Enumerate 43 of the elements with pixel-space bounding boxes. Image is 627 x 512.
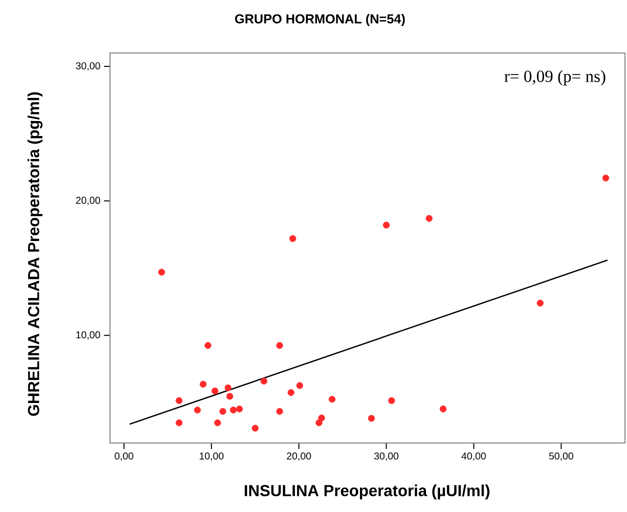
point (440, 406, 447, 412)
point (288, 389, 294, 396)
point (260, 378, 268, 385)
point (318, 414, 325, 422)
point (388, 397, 395, 404)
x-tick-label: 20,00 (286, 452, 311, 461)
y-tick-label: 20,00 (76, 196, 100, 206)
point (176, 419, 182, 426)
point (276, 342, 284, 349)
x-tick-label: 50,00 (549, 452, 574, 461)
point (224, 384, 232, 392)
x-axis-title: INSULINA Preoperatoria (µUI/ml) (244, 484, 490, 500)
y-axis-title: GHRELINA ACILADA Preoperatoria (pg/ml) (28, 92, 42, 416)
point (602, 174, 610, 182)
x-tick-label: 30,00 (374, 452, 398, 461)
point (382, 222, 390, 229)
point (200, 380, 207, 388)
point (212, 388, 218, 394)
point (426, 215, 433, 222)
point (219, 408, 226, 415)
x-tick-label: 10,00 (200, 452, 224, 461)
point (230, 406, 237, 414)
annotation: r= 0,09 (p= ns) (504, 70, 606, 86)
point (226, 392, 234, 400)
point (176, 397, 182, 404)
point (316, 419, 322, 426)
point (289, 235, 296, 242)
chart-title: GRUPO HORMONAL (N=54) (235, 14, 405, 26)
point (252, 424, 259, 432)
point (194, 406, 201, 414)
x-tick-label: 40,00 (462, 452, 486, 461)
point (368, 414, 375, 422)
point (296, 382, 304, 389)
point (204, 342, 212, 349)
y-tick-label: 10,00 (76, 331, 100, 340)
y-tick-label: 30,00 (76, 62, 100, 71)
point (276, 408, 284, 415)
x-tick-label: 0,00 (114, 452, 134, 461)
point (158, 268, 165, 276)
point (328, 396, 336, 403)
point (536, 300, 544, 307)
point (214, 419, 221, 426)
point (236, 406, 243, 412)
